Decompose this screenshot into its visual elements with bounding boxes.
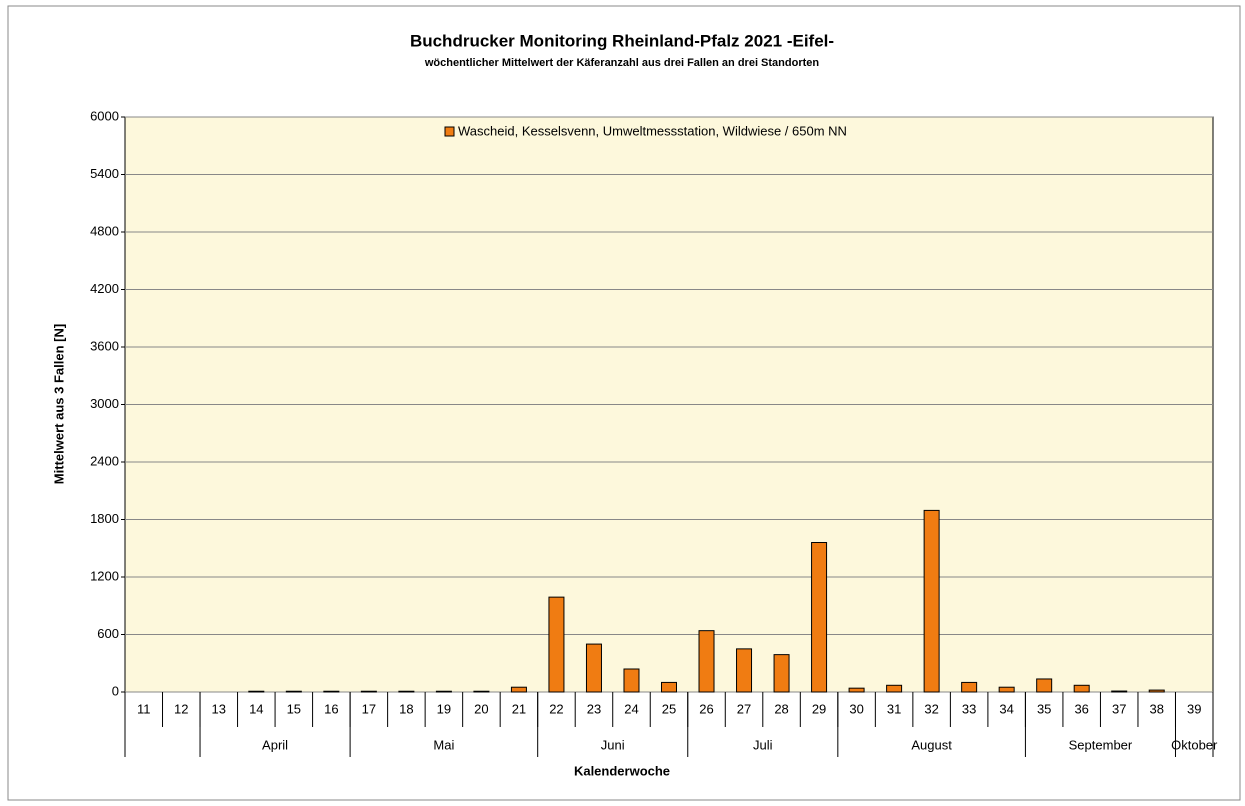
x-tick-label: 19 [437,701,451,716]
bar [548,596,565,693]
bar [1148,689,1165,693]
x-axis-label: Kalenderwoche [574,763,670,778]
bar [848,687,865,693]
bar [398,690,415,693]
month-label: Juli [753,737,773,752]
x-tick-label: 27 [737,701,751,716]
y-tick-label: 4800 [90,223,119,238]
x-tick-label: 28 [774,701,788,716]
chart-subtitle: wöchentlicher Mittelwert der Käferanzahl… [424,57,820,69]
bar [285,690,302,693]
bar [473,690,490,693]
bar [736,648,753,693]
y-tick-label: 0 [112,683,119,698]
legend-swatch [444,126,455,137]
x-tick-label: 18 [399,701,413,716]
x-tick-label: 36 [1074,701,1088,716]
bar [811,542,828,693]
x-tick-label: 34 [999,701,1013,716]
y-tick-label: 6000 [90,108,119,123]
bar [773,654,790,693]
month-label: Juni [601,737,625,752]
x-tick-label: 30 [849,701,863,716]
x-tick-label: 16 [324,701,338,716]
x-tick-label: 17 [362,701,376,716]
x-tick-label: 33 [962,701,976,716]
bar [360,690,377,693]
month-label: August [911,737,952,752]
bar [698,630,715,693]
y-tick-label: 1200 [90,568,119,583]
x-tick-label: 23 [587,701,601,716]
x-tick-label: 37 [1112,701,1126,716]
x-tick-label: 22 [549,701,563,716]
x-tick-label: 11 [137,701,151,716]
x-tick-label: 12 [174,701,188,716]
bar [1111,690,1128,693]
bar [661,681,677,693]
x-tick-label: 26 [699,701,713,716]
bar [886,684,903,693]
x-tick-label: 25 [662,701,676,716]
month-label: April [262,737,288,752]
y-tick-label: 2400 [90,453,119,468]
bar [998,686,1015,693]
month-label: Oktober [1171,737,1218,752]
y-tick-label: 3000 [90,396,119,411]
bar [1073,684,1090,693]
bar [510,686,527,693]
month-label: September [1069,737,1133,752]
x-tick-label: 14 [249,701,263,716]
x-tick-label: 15 [287,701,301,716]
x-tick-label: 39 [1187,701,1201,716]
bar [248,690,265,693]
legend-label: Wascheid, Kesselsvenn, Umweltmessstation… [458,123,847,138]
bar [923,509,940,693]
x-tick-label: 29 [812,701,826,716]
bar [435,690,452,693]
y-axis-label: Mittelwert aus 3 Fallen [N] [51,324,66,484]
x-tick-label: 38 [1149,701,1163,716]
x-tick-label: 35 [1037,701,1051,716]
x-tick-label: 32 [924,701,938,716]
bar [961,681,978,693]
y-tick-label: 3600 [90,338,119,353]
x-tick-label: 13 [212,701,226,716]
bar [623,668,640,693]
x-tick-label: 31 [887,701,901,716]
bar [1036,678,1053,693]
x-tick-label: 21 [512,701,526,716]
y-tick-label: 600 [97,626,119,641]
y-tick-label: 1800 [90,511,119,526]
month-label: Mai [433,737,454,752]
y-tick-label: 5400 [90,166,119,181]
bar [323,690,340,693]
y-tick-label: 4200 [90,281,119,296]
x-tick-label: 20 [474,701,488,716]
chart-title: Buchdrucker Monitoring Rheinland-Pfalz 2… [410,31,834,50]
x-tick-label: 24 [624,701,638,716]
bar [585,643,602,693]
